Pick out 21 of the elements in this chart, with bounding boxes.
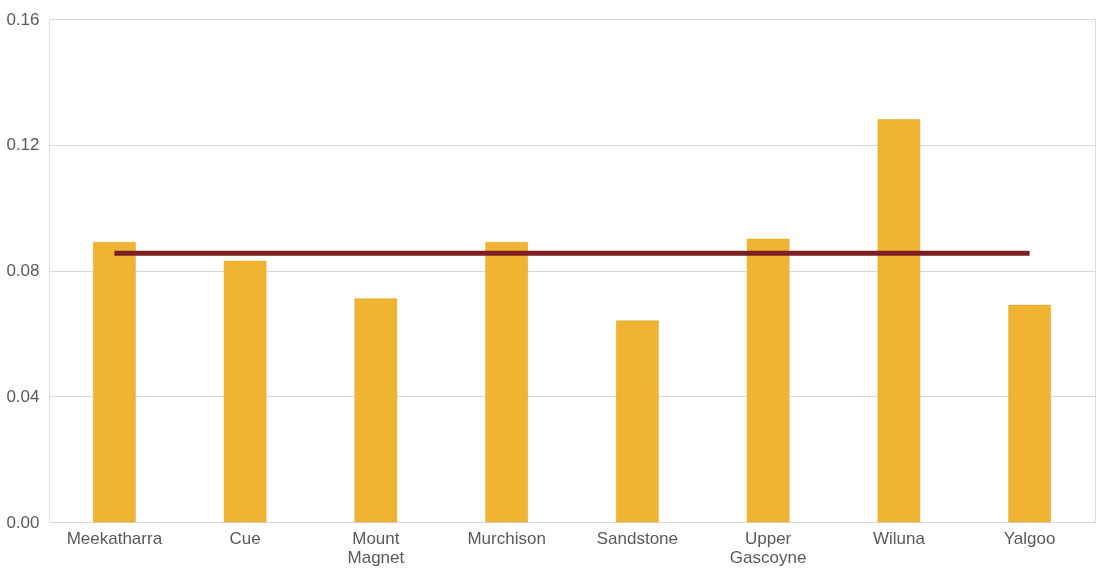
bar [223,260,267,523]
y-tick-label: 0.12 [6,135,40,155]
bar [616,320,659,523]
x-tick-label: Murchison [467,528,546,548]
x-tick-label: Upper Gascoyne [729,528,807,567]
bar [746,238,790,523]
y-tick-label: 0.08 [6,261,40,280]
bar [1008,304,1051,523]
x-tick-label: Yalgoo [1003,528,1056,548]
x-tick-label: Mount Magnet [347,528,405,567]
bar [93,241,136,523]
x-tick-label: Meekatharra [66,528,163,548]
bar [485,241,528,523]
y-tick-label: 0.16 [6,9,40,29]
bar [877,119,921,523]
x-tick-label: Wiluna [872,528,926,548]
y-tick-label: 0.04 [6,386,40,406]
x-tick-label: Sandstone [596,528,679,548]
y-tick-label: 0.00 [6,512,40,532]
bar [354,298,398,523]
x-tick-label: Cue [229,528,261,548]
